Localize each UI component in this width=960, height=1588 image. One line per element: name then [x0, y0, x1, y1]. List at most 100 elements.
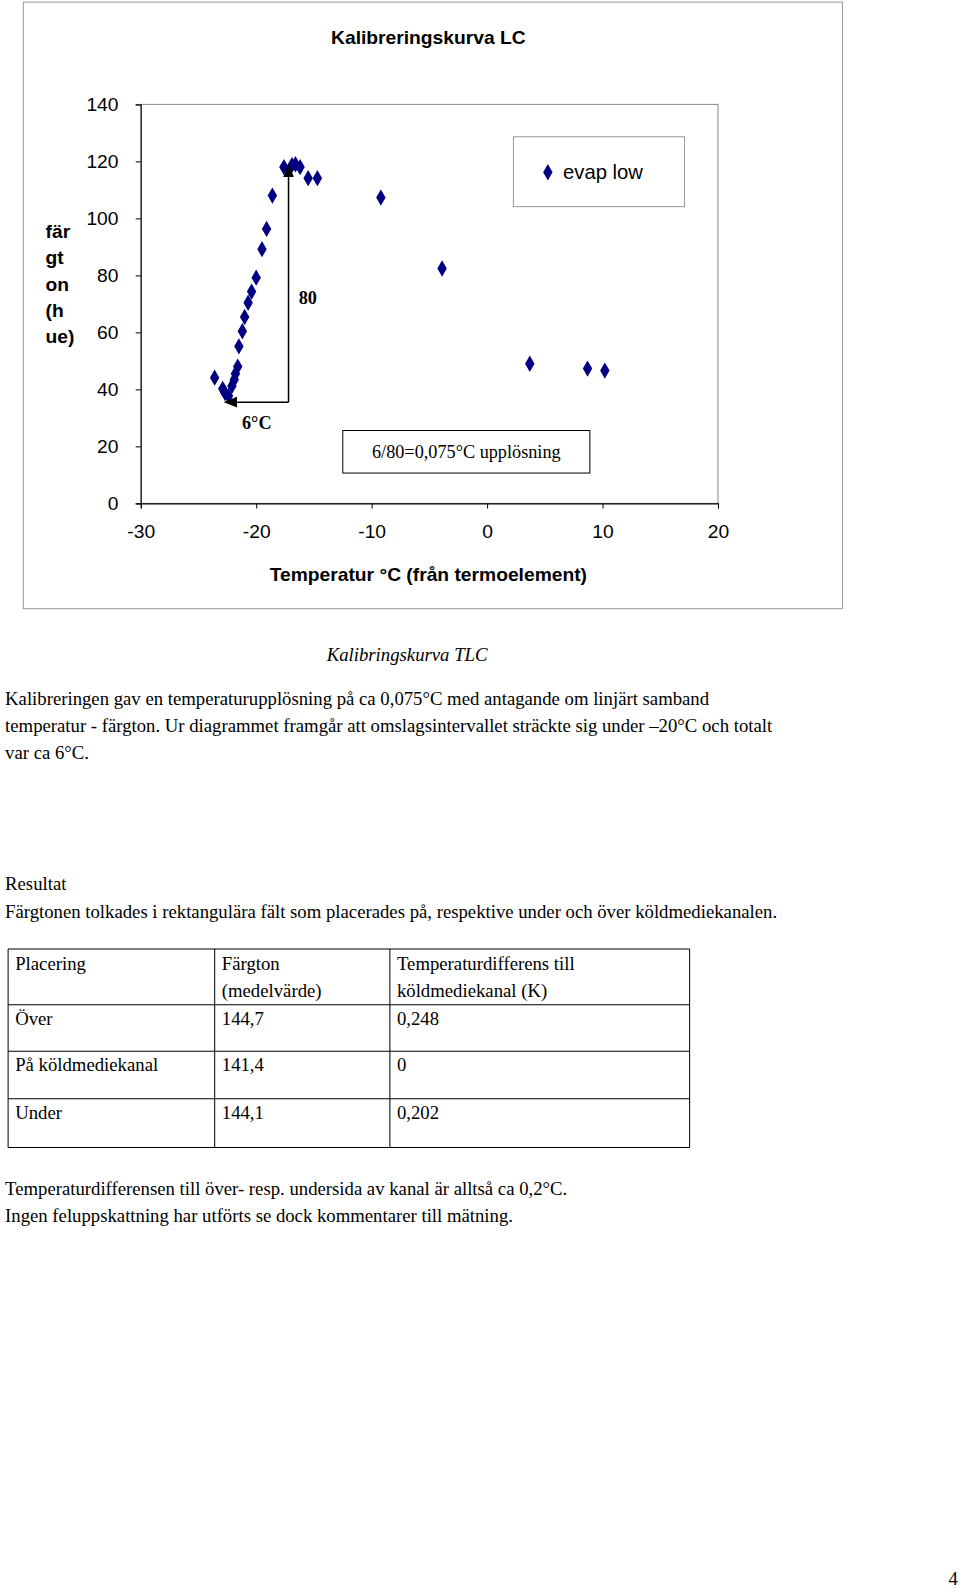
y-tick: 60	[97, 322, 141, 343]
table-rule	[8, 1147, 690, 1148]
table-cell: 0	[397, 1054, 406, 1075]
y-tick: 120	[86, 151, 140, 172]
x-tick-mark	[372, 503, 373, 508]
x-tick-label: 0	[482, 521, 493, 542]
y-tick-mark	[136, 389, 141, 390]
table-header: Placering	[15, 953, 86, 974]
annotations: 6°C806/80=0,075°C upplösning	[225, 165, 590, 473]
x-tick-mark	[487, 503, 488, 508]
table-cell: Under	[15, 1102, 63, 1123]
y-axis-label: gt	[46, 247, 65, 268]
y-tick-label: 40	[97, 379, 118, 400]
annotation-arrow	[288, 165, 290, 402]
legend-marker	[543, 164, 552, 180]
annotation-box	[343, 431, 590, 474]
table-header: Temperaturdifferens till	[397, 953, 575, 974]
annotation-arrow	[225, 401, 288, 403]
table-cell: På köldmediekanal	[15, 1054, 158, 1075]
legend-box	[513, 137, 684, 207]
annotation-text: 6°C	[242, 413, 272, 433]
data-point	[247, 283, 256, 299]
y-tick-mark	[136, 161, 141, 162]
paragraph-line: temperatur - färgton. Ur diagrammet fram…	[5, 715, 773, 736]
y-axis: 0 20 40 60 80 100 120 140	[86, 94, 141, 514]
y-tick-label: 120	[86, 151, 118, 172]
y-axis-label: on	[46, 274, 70, 295]
x-axis: -30 -20 -10 0 10 20	[127, 503, 729, 542]
y-tick: 20	[97, 436, 141, 457]
y-tick: 140	[86, 94, 140, 115]
x-tick: 20	[708, 503, 729, 542]
table-rule	[214, 949, 215, 1147]
chart-title: Kalibreringskurva LC	[331, 27, 526, 48]
y-tick-label: 80	[97, 265, 118, 286]
table-header: Färgton	[222, 953, 281, 974]
y-tick: 0	[108, 493, 141, 514]
y-tick-label: 0	[108, 493, 119, 514]
data-point	[303, 170, 312, 186]
y-tick-mark	[136, 218, 141, 219]
x-tick-label: -10	[358, 521, 386, 542]
paragraph-line: var ca 6°C.	[5, 742, 89, 763]
table-header: köldmediekanal (K)	[397, 980, 547, 1002]
x-tick-label: -20	[243, 521, 271, 542]
y-tick-mark	[136, 332, 141, 333]
y-tick-mark	[136, 503, 141, 504]
page-number: 4	[949, 1568, 959, 1588]
data-point	[279, 159, 288, 175]
table-rule	[689, 949, 690, 1147]
y-tick: 80	[97, 265, 141, 286]
x-tick: -10	[358, 503, 386, 542]
data-point	[376, 189, 385, 205]
y-tick-label: 60	[97, 322, 118, 343]
data-point	[240, 309, 249, 325]
legend-label: evap low	[563, 161, 643, 183]
y-tick: 100	[86, 208, 140, 229]
data-point	[583, 360, 592, 376]
y-tick-label: 140	[86, 94, 118, 115]
intro-text: Färgtonen tolkades i rektangulära fält s…	[5, 901, 777, 922]
table-cell: 144,7	[222, 1008, 264, 1029]
y-tick-mark	[136, 104, 141, 105]
data-point	[525, 356, 534, 372]
x-tick: 0	[482, 503, 493, 542]
data-point	[234, 338, 243, 354]
page: Kalibreringskurva LC-30-20-1001020020406…	[0, 0, 960, 1588]
table-rule	[8, 1051, 690, 1052]
annotation-text: 6/80=0,075°C upplösning	[372, 442, 561, 462]
x-axis-line	[141, 504, 718, 509]
x-tick: -30	[127, 503, 155, 542]
legend: evap low	[513, 137, 684, 207]
y-tick-label: 100	[86, 208, 118, 229]
data-point	[268, 187, 277, 203]
heading: Resultat	[5, 873, 67, 894]
x-tick-label: 20	[708, 521, 729, 542]
table-rule	[8, 948, 690, 949]
conclusion-line: Ingen feluppskattning har utförts se doc…	[5, 1205, 513, 1226]
x-tick-mark	[603, 503, 604, 508]
data-point	[313, 170, 322, 186]
plot-frame	[141, 104, 718, 503]
table-rule	[8, 1098, 690, 1099]
table-cell: 0,202	[397, 1102, 439, 1123]
y-axis-line	[136, 105, 142, 504]
data-point	[233, 358, 242, 374]
table-cell: 144,1	[222, 1102, 264, 1123]
data-point	[262, 221, 271, 237]
table	[8, 949, 690, 1147]
y-tick: 40	[97, 379, 141, 400]
x-tick: -20	[243, 503, 271, 542]
y-axis-label: (h	[46, 300, 64, 321]
conclusion-line: Temperaturdifferensen till över- resp. u…	[5, 1178, 567, 1199]
data-point	[437, 260, 446, 276]
y-tick-mark	[136, 275, 141, 276]
table-cell: Över	[15, 1008, 53, 1029]
y-axis-label: ue)	[46, 326, 75, 347]
x-tick: 10	[592, 503, 613, 542]
data-point	[257, 241, 266, 257]
caption: Kalibringskurva TLC	[326, 644, 488, 665]
y-tick-label: 20	[97, 436, 118, 457]
data-point	[295, 159, 304, 175]
chart-frame	[23, 2, 842, 609]
table-rule	[8, 1004, 690, 1005]
